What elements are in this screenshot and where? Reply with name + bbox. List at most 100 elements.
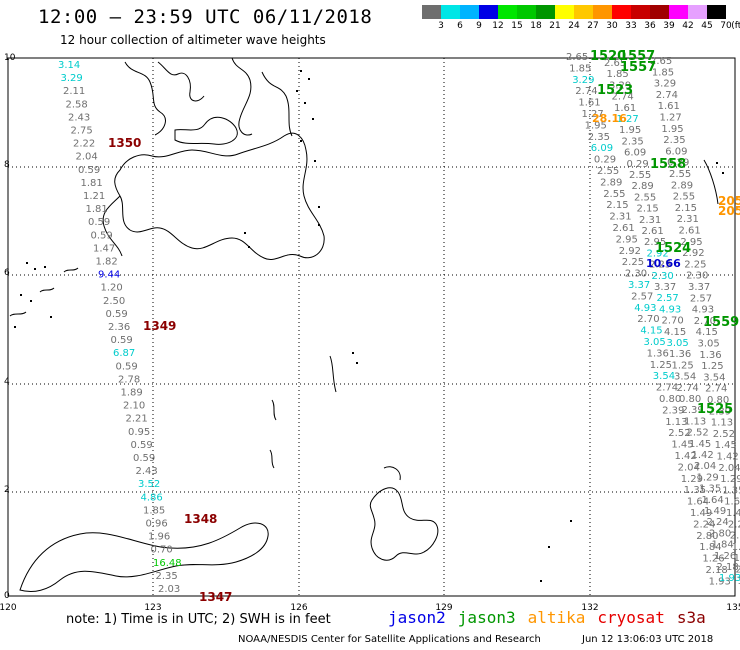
pass-label: 1524 [655, 241, 691, 256]
legend-swatch [555, 5, 574, 19]
legend-swatch [422, 5, 441, 19]
legend-swatch [498, 5, 517, 19]
track-value: 3.52 [138, 479, 160, 490]
track-value-secondary: 2.70 [662, 316, 684, 327]
x-tick-label: 132 [581, 603, 598, 613]
track-value-tertiary: 2.15 [675, 203, 697, 214]
track-value: 1.42 [675, 451, 697, 462]
track-value-tertiary: 0.29 [667, 158, 689, 169]
islet [722, 172, 724, 174]
track-value-tertiary: 1.29 [720, 474, 740, 485]
track-value: 6.09 [591, 143, 613, 154]
islet [244, 232, 246, 234]
x-tick-label: 123 [144, 603, 161, 613]
track-value-secondary: 3.54 [674, 372, 696, 383]
track-value: 2.21 [126, 414, 148, 425]
legend-swatch [631, 5, 650, 19]
legend-swatch [707, 5, 726, 19]
track-value-tertiary: 1.85 [652, 67, 674, 78]
track-value-secondary: 2.61 [642, 226, 664, 237]
pass-label: 10.66 [646, 257, 681, 270]
pass-label: 1525 [697, 402, 733, 417]
legend-label: 45 [701, 21, 713, 31]
track-value: 6.87 [113, 348, 135, 359]
track-value-tertiary: 1.93 [737, 576, 740, 587]
track-value-tertiary: 3.54 [703, 372, 725, 383]
track-value: 1.49 [690, 508, 712, 519]
track-value: 2.43 [68, 112, 90, 123]
track-value-tertiary: 1.84 [732, 542, 740, 553]
track-value: 1.20 [101, 283, 123, 294]
map-frame [7, 57, 736, 597]
track-value-secondary: 1.49 [704, 506, 726, 517]
track-value: 4.15 [640, 326, 662, 337]
track-value: 2.58 [66, 99, 88, 110]
track-value-secondary: 2.65 [604, 58, 626, 69]
legend-swatch [612, 5, 631, 19]
track-value-tertiary: 2.35 [663, 135, 685, 146]
track-value-tertiary: 2.57 [690, 293, 712, 304]
legend-label: 12 [492, 21, 504, 31]
legend-swatch [593, 5, 612, 19]
legend-label: 6 [457, 21, 463, 31]
y-tick-label: 2 [4, 485, 10, 495]
track-value-secondary: 2.52 [687, 428, 709, 439]
track-value: 0.80 [659, 394, 681, 405]
track-value-secondary: 2.30 [652, 271, 674, 282]
islet [44, 266, 46, 268]
track-value: 2.50 [103, 296, 125, 307]
footer-note: note: 1) Time is in UTC; 2) SWH is in fe… [66, 612, 331, 627]
track-value-tertiary: 2.89 [671, 180, 693, 191]
track-value-secondary: 2.92 [647, 248, 669, 259]
track-value-tertiary: 2.95 [680, 237, 702, 248]
track-value: 0.59 [111, 335, 133, 346]
islet [26, 262, 28, 264]
track-value: 1.35 [684, 485, 706, 496]
track-value: 2.55 [603, 189, 625, 200]
track-value: 2.24 [693, 519, 715, 530]
track-value-tertiary: 0.80 [707, 395, 729, 406]
track-value-tertiary: 1.13 [711, 418, 733, 429]
islet [318, 206, 320, 208]
islet [548, 546, 550, 548]
track-value-tertiary: 2.04 [718, 463, 740, 474]
satellite-name: jason2 [388, 608, 446, 627]
legend-swatch [460, 5, 479, 19]
track-value-secondary: 2.89 [632, 181, 654, 192]
y-tick-label: 6 [4, 268, 10, 278]
islet [300, 70, 302, 72]
satellite-legend: jason2 jason3 altika cryosat s3a [388, 608, 718, 627]
legend-label: 27 [587, 21, 599, 31]
track-value-secondary: 2.74 [677, 383, 699, 394]
track-value-secondary: 2.04 [694, 461, 716, 472]
track-value: 3.29 [61, 73, 83, 84]
track-value-secondary: 2.25 [649, 260, 671, 271]
legend-label: 21 [549, 21, 561, 31]
track-value: 1.89 [121, 388, 143, 399]
y-axis-ticks: 0 2 4 6 8 10 [4, 53, 16, 601]
track-value: 2.39 [662, 405, 684, 416]
x-tick-label: 129 [435, 603, 452, 613]
footer-timestamp: Jun 12 13:06:03 UTC 2018 [582, 634, 714, 645]
legend-label: 15 [511, 21, 523, 31]
islet [312, 118, 314, 120]
graticule [8, 58, 735, 596]
page-subtitle: 12 hour collection of altimeter wave hei… [60, 33, 326, 47]
track-value: 2.52 [668, 428, 690, 439]
track-value: 1.81 [86, 204, 108, 215]
track-value: 2.15 [606, 200, 628, 211]
track-value-secondary: 2.15 [637, 204, 659, 215]
track-value: 2.74 [575, 86, 597, 97]
track-value: 2.10 [123, 401, 145, 412]
track-value: 1.95 [585, 120, 607, 131]
pass-label: 28.16 [592, 112, 627, 125]
x-tick-label: 135 [726, 603, 740, 613]
islet [30, 300, 32, 302]
islet [314, 160, 316, 162]
pass-label: 1523 [597, 83, 633, 98]
legend-swatch [650, 5, 669, 19]
track-value-tertiary: 1.42 [717, 452, 739, 463]
storm-id-label: 1350 [108, 136, 141, 150]
